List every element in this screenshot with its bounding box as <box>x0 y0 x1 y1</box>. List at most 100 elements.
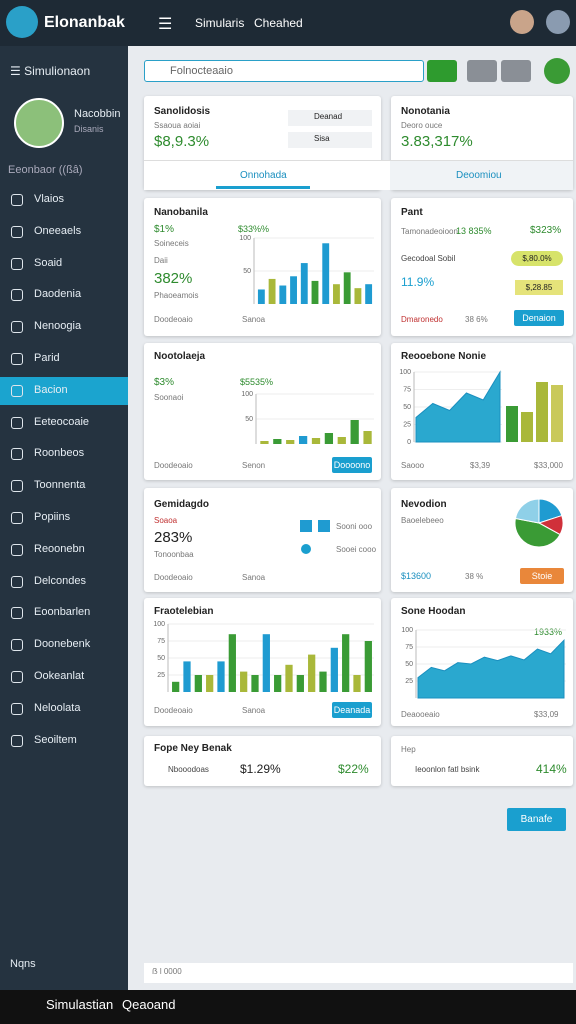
card-footer: Saooo <box>401 461 425 470</box>
sidebar-footer[interactable]: Nqns <box>10 958 36 970</box>
card-title: Nevodion <box>401 499 447 510</box>
card-footer: $33,09 <box>534 710 559 719</box>
stat-value: 283% <box>154 529 193 546</box>
bar <box>342 634 350 692</box>
nav-item[interactable]: Bacion <box>34 383 68 396</box>
nav-item[interactable]: Seoiltem <box>34 733 77 746</box>
bar <box>536 382 548 442</box>
card <box>144 488 381 592</box>
card-title: Hep <box>401 745 416 754</box>
nav-link[interactable]: Cheahed <box>254 16 303 30</box>
card-footer: Dmaronedo <box>401 315 443 324</box>
card-footer: Doodeoaio <box>154 706 193 715</box>
nav-item[interactable]: Eoonbarlen <box>34 606 91 619</box>
nav-link[interactable]: Simularis <box>195 16 245 30</box>
card-value: 3.83,317% <box>401 133 473 150</box>
bar <box>333 284 340 304</box>
nav-item[interactable]: Doonebenk <box>34 638 91 651</box>
bar <box>551 385 563 442</box>
nav-icon <box>11 671 23 683</box>
top-bar <box>0 0 576 46</box>
bar-chart: 50 100 <box>239 235 374 304</box>
icon-button[interactable] <box>501 60 531 82</box>
card-title: Nootolaeja <box>154 351 206 362</box>
y-tick-label: 75 <box>403 387 411 394</box>
pie-slice <box>514 498 540 524</box>
icon-button[interactable] <box>467 60 497 82</box>
bottom-nav-item[interactable]: Qeaoand <box>122 997 176 1012</box>
pill: $,80.0% <box>511 251 563 266</box>
bar <box>365 284 373 304</box>
sidebar-section[interactable]: Eeonbaor ((ßâ) <box>8 164 83 176</box>
button[interactable]: Denaion <box>514 310 564 326</box>
tab[interactable]: Onnohada <box>240 170 287 181</box>
bottom-nav <box>0 990 576 1024</box>
bar <box>257 289 265 304</box>
button[interactable]: Banafe <box>507 808 566 831</box>
nav-item[interactable]: Reoonebn <box>34 542 85 555</box>
bar <box>343 272 351 304</box>
menu-icon[interactable]: ☰ <box>158 16 173 33</box>
bar <box>354 288 362 304</box>
search-box[interactable] <box>144 60 424 82</box>
button[interactable]: Deanada <box>332 702 372 718</box>
legend-swatch <box>301 544 311 554</box>
avatar[interactable] <box>510 10 534 34</box>
nav-item[interactable]: Daodenia <box>34 288 82 301</box>
search-button[interactable] <box>427 60 457 82</box>
avatar[interactable] <box>546 10 570 34</box>
nav-item[interactable]: Delcondes <box>34 574 86 587</box>
item-text: Deanad <box>314 112 343 121</box>
nav-item[interactable]: Ookeanlat <box>34 670 85 682</box>
nav-item[interactable]: Parid <box>34 352 60 364</box>
list-item[interactable]: Sisa <box>288 132 372 148</box>
nav-item[interactable]: Vlaios <box>34 193 64 205</box>
card-footer: Sanoa <box>242 573 266 582</box>
card-title: Nonotania <box>401 106 450 117</box>
chart-label: 1933% <box>534 627 563 637</box>
nav-item[interactable]: Eeteocoaie <box>34 415 90 428</box>
nav-item[interactable]: Neloolata <box>34 701 81 714</box>
area-chart: 0 25 50 75 100 <box>399 369 502 446</box>
profile-role: Disanis <box>74 124 104 134</box>
tab[interactable]: Deoomiou <box>456 170 502 181</box>
button[interactable]: Doooono <box>332 457 372 473</box>
card-footer: $33,000 <box>534 461 563 470</box>
nav-item[interactable]: Roonbeos <box>34 447 85 460</box>
nav-icon <box>11 416 23 429</box>
bar <box>285 664 293 692</box>
active-highlight <box>0 376 128 405</box>
card-subtitle: Baoelebeeo <box>401 516 444 525</box>
avatar[interactable] <box>544 58 570 84</box>
legend-entry: Sooni ooo <box>336 522 373 531</box>
bar <box>194 675 202 692</box>
bar <box>311 280 319 304</box>
bar <box>300 263 308 304</box>
bottom-nav-item[interactable]: Simulastian <box>46 997 114 1012</box>
card <box>391 736 573 786</box>
bar <box>337 437 346 444</box>
nav-item[interactable]: Nenoogia <box>34 320 82 333</box>
nav-item[interactable]: Soaid <box>34 256 63 269</box>
bar <box>330 647 338 692</box>
logo[interactable] <box>6 6 38 38</box>
card-title: Sanolidosis <box>154 106 211 117</box>
nav-icon <box>11 702 23 715</box>
stat: $1% <box>154 224 175 235</box>
nav-icon <box>11 353 23 365</box>
nav-icon <box>11 575 23 588</box>
sidebar-header[interactable]: ☰ Simulionaon <box>10 64 91 78</box>
bar <box>286 440 295 444</box>
bar <box>353 675 361 692</box>
legend-swatch <box>300 520 312 532</box>
button[interactable]: Stoie <box>520 568 564 584</box>
bar <box>240 671 248 692</box>
nav-item[interactable]: Toonnenta <box>34 479 86 492</box>
nav-item[interactable]: Popiins <box>34 511 71 523</box>
y-tick-label: 0 <box>407 439 411 446</box>
bar <box>350 420 359 444</box>
nav-item[interactable]: Oneeaels <box>34 224 82 237</box>
y-tick-label: 75 <box>405 644 413 651</box>
y-tick-label: 25 <box>403 422 411 429</box>
list-item[interactable]: Deanad <box>288 110 372 126</box>
